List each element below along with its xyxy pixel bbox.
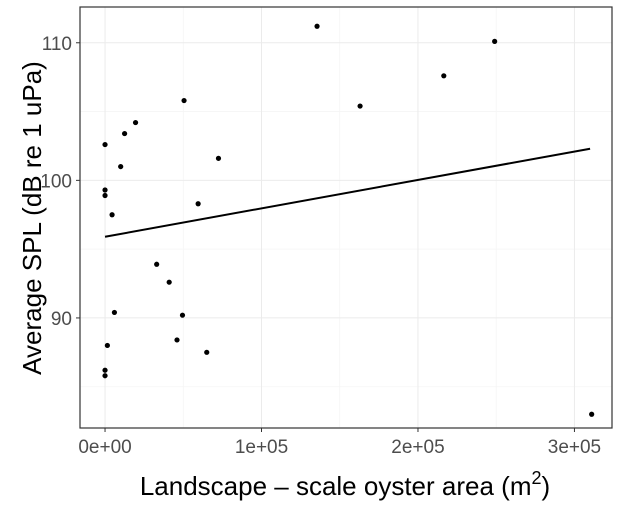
x-axis-title: Landscape – scale oyster area (m2) xyxy=(140,468,550,501)
y-tick-label: 110 xyxy=(42,34,72,55)
data-point xyxy=(179,312,186,318)
trend-layer xyxy=(104,147,591,238)
x-axis-title-unit: (m xyxy=(501,471,531,501)
x-tick-labels: 0e+00 1e+05 2e+05 3e+05 xyxy=(78,437,601,458)
data-point xyxy=(166,279,172,285)
x-axis-title-unit-close: ) xyxy=(542,471,551,501)
x-axis-title-main: Landscape – scale oyster area xyxy=(140,471,495,501)
data-point xyxy=(102,373,108,379)
y-tick-labels: 90 100 110 xyxy=(40,34,72,330)
y-tick-label: 100 xyxy=(40,171,72,192)
data-point xyxy=(102,187,108,193)
data-point xyxy=(121,130,128,137)
data-point xyxy=(174,337,180,343)
data-point xyxy=(181,97,187,104)
data-point xyxy=(589,411,595,417)
data-point xyxy=(102,141,108,148)
y-axis-title: Average SPL (dB re 1 uPa) xyxy=(17,61,47,375)
data-point xyxy=(314,23,320,29)
points-layer xyxy=(102,23,595,417)
y-tick-label: 90 xyxy=(51,309,72,330)
x-axis-title-unit-sup: 2 xyxy=(532,468,542,488)
data-point xyxy=(195,201,201,207)
x-tick-label: 0e+00 xyxy=(78,437,131,458)
grid-minor xyxy=(80,7,612,428)
panel-border xyxy=(79,6,613,429)
x-tick-label: 1e+05 xyxy=(235,437,288,458)
axis-ticks xyxy=(76,42,575,432)
data-point xyxy=(109,212,115,218)
data-point xyxy=(102,192,108,199)
data-point xyxy=(492,38,498,44)
x-tick-label: 2e+05 xyxy=(391,437,444,458)
trend-line xyxy=(104,147,591,238)
grid-major xyxy=(80,7,612,428)
data-point xyxy=(441,73,447,79)
data-point xyxy=(154,261,160,267)
data-point xyxy=(204,349,210,355)
data-point xyxy=(104,342,110,349)
data-point xyxy=(111,309,118,316)
x-tick-label: 3e+05 xyxy=(548,437,601,458)
data-point xyxy=(215,155,222,161)
data-point xyxy=(102,367,108,373)
data-point xyxy=(357,103,363,109)
data-point xyxy=(118,163,124,170)
data-point xyxy=(132,119,139,126)
